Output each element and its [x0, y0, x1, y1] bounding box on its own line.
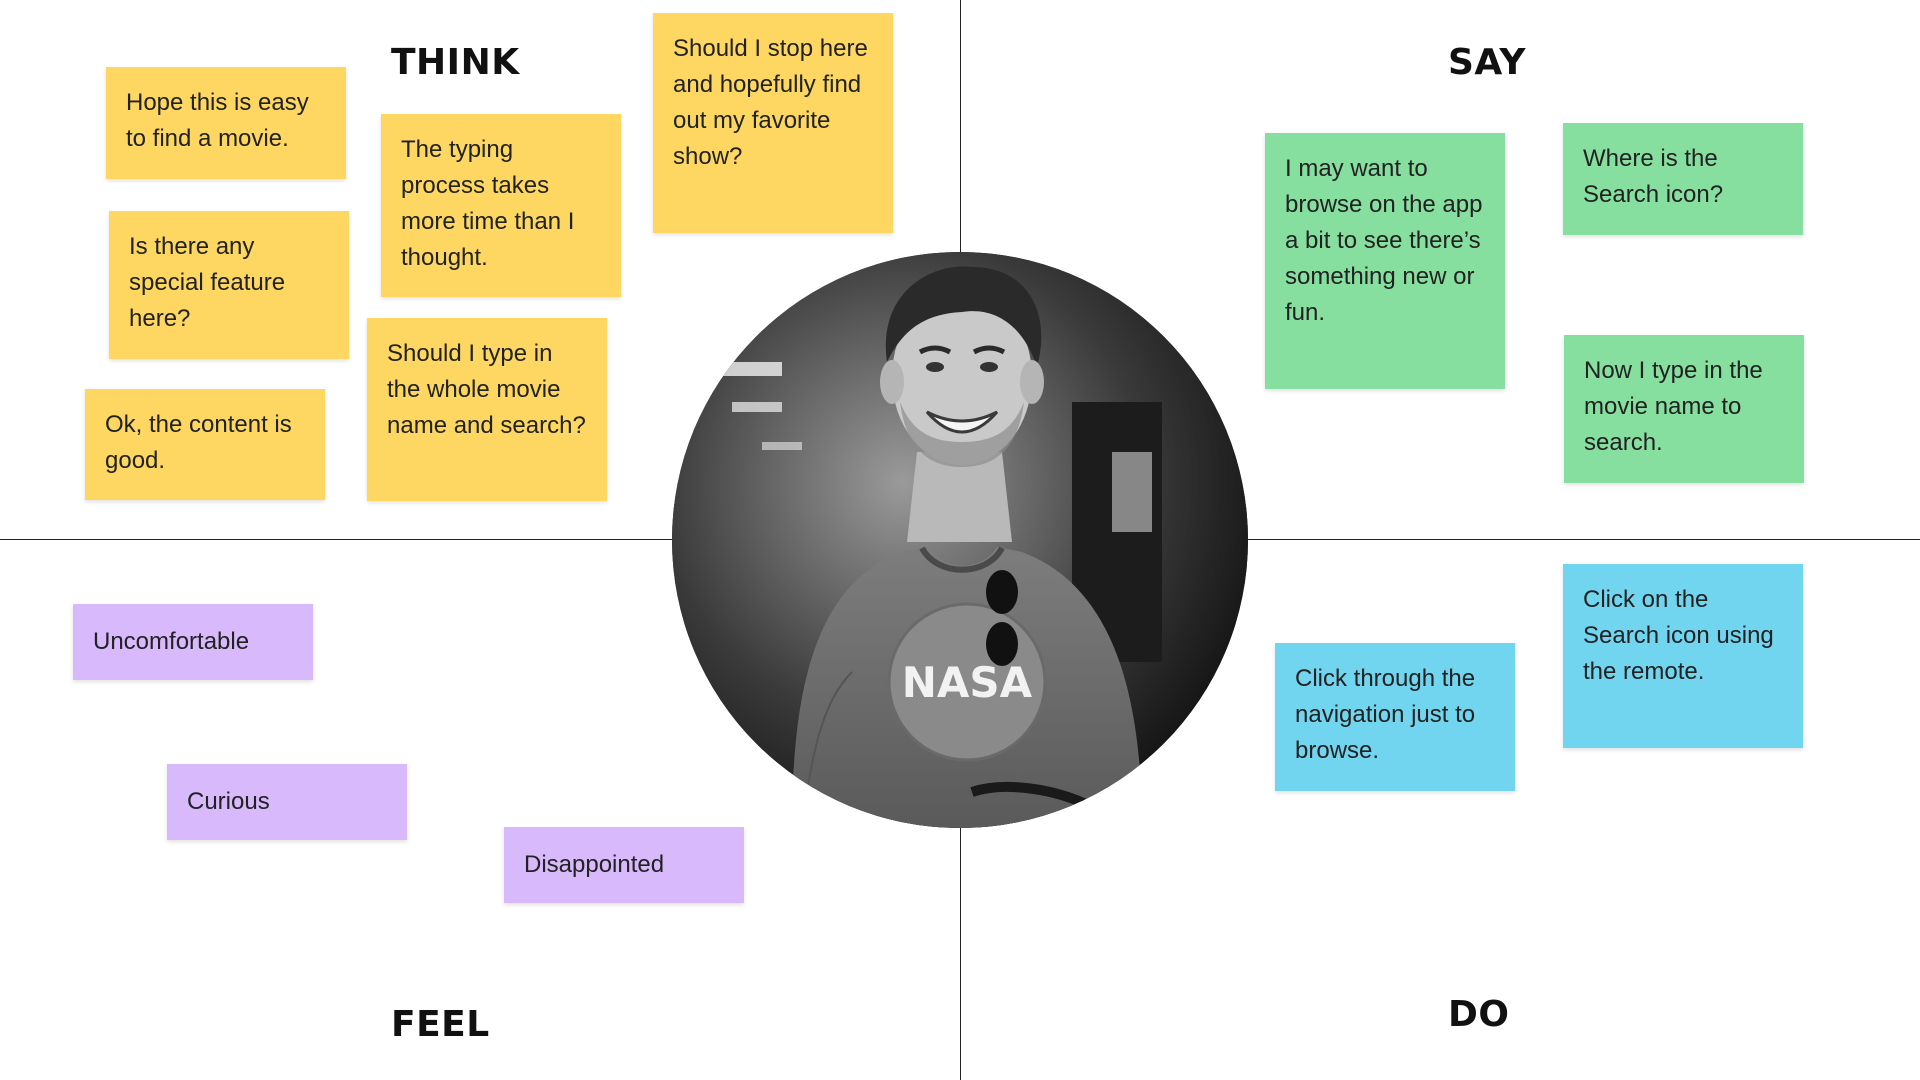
feel-label: FEEL: [391, 1004, 490, 1045]
think-note-content-good[interactable]: Ok, the content is good.: [85, 389, 325, 500]
feel-note-uncomfortable[interactable]: Uncomfortable: [73, 604, 313, 680]
shirt-logo-text: NASA: [902, 658, 1033, 707]
think-note-type-whole-name[interactable]: Should I type in the whole movie name an…: [367, 318, 607, 501]
do-note-click-navigation[interactable]: Click through the navigation just to bro…: [1275, 643, 1515, 791]
do-note-click-search-icon[interactable]: Click on the Search icon using the remot…: [1563, 564, 1803, 748]
say-label: SAY: [1448, 42, 1526, 83]
do-label: DO: [1448, 994, 1510, 1035]
persona-avatar: NASA: [672, 252, 1248, 828]
persona-photo-illustration: NASA: [672, 252, 1248, 828]
say-note-search-icon[interactable]: Where is the Search icon?: [1563, 123, 1803, 235]
say-note-browse-app[interactable]: I may want to browse on the app a bit to…: [1265, 133, 1505, 389]
feel-note-disappointed[interactable]: Disappointed: [504, 827, 744, 903]
think-note-stop-here[interactable]: Should I stop here and hopefully find ou…: [653, 13, 893, 233]
say-note-type-movie-name[interactable]: Now I type in the movie name to search.: [1564, 335, 1804, 483]
feel-note-curious[interactable]: Curious: [167, 764, 407, 840]
think-note-easy-to-find[interactable]: Hope this is easy to find a movie.: [106, 67, 346, 179]
think-note-typing-process[interactable]: The typing process takes more time than …: [381, 114, 621, 297]
think-label: THINK: [391, 42, 520, 83]
think-note-special-feature[interactable]: Is there any special feature here?: [109, 211, 349, 359]
